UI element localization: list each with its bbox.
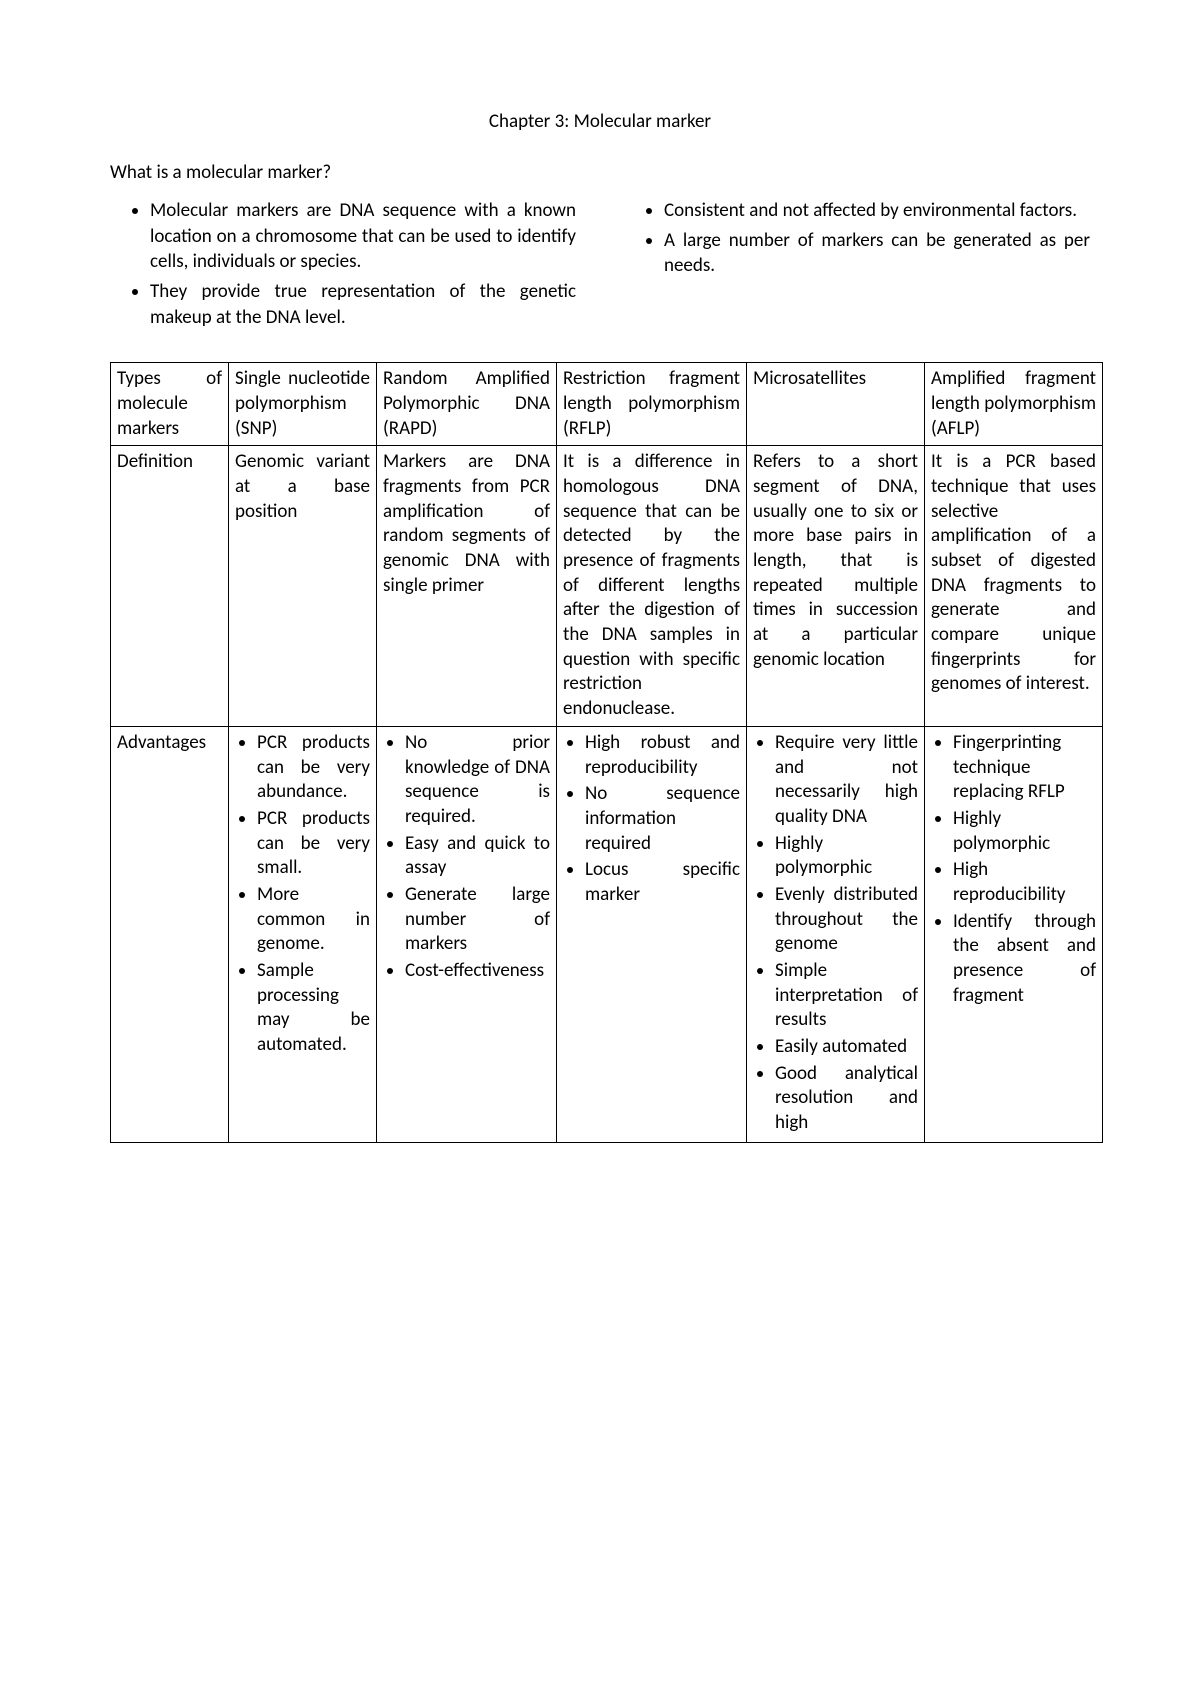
advantage-item: High reproducibility — [953, 858, 1096, 907]
marker-type-cell: Random Amplified Polymorphic DNA (RAPD) — [377, 363, 557, 446]
advantages-cell: High robust and reproducibilityNo sequen… — [557, 726, 747, 1142]
page-title: Chapter 3: Molecular marker — [110, 110, 1090, 133]
row-header-advantages: Advantages — [111, 726, 229, 1142]
advantage-item: Cost-effectiveness — [405, 959, 550, 984]
advantage-item: Identify through the absent and presence… — [953, 910, 1096, 1009]
row-header-types: Types of molecule markers — [111, 363, 229, 446]
advantage-item: More common in genome. — [257, 883, 370, 957]
intro-bullet: They provide true representation of the … — [150, 279, 576, 330]
intro-bullet: Consistent and not affected by environme… — [664, 198, 1090, 224]
advantage-item: Easily automated — [775, 1035, 918, 1060]
advantage-item: PCR products can be very abundance. — [257, 731, 370, 805]
marker-type-cell: Amplified fragment length polymorphism (… — [925, 363, 1103, 446]
advantage-item: PCR products can be very small. — [257, 807, 370, 881]
document-page: Chapter 3: Molecular marker What is a mo… — [0, 0, 1200, 1203]
advantage-item: Highly polymorphic — [775, 832, 918, 881]
intro-left-list: Molecular markers are DNA sequence with … — [110, 198, 576, 330]
advantage-item: High robust and reproducibility — [585, 731, 740, 780]
intro-right-list: Consistent and not affected by environme… — [624, 198, 1090, 279]
advantage-item: Good analytical resolution and high — [775, 1062, 918, 1136]
row-header-definition: Definition — [111, 446, 229, 727]
advantages-cell: No prior knowledge of DNA sequence is re… — [377, 726, 557, 1142]
advantage-item: No prior knowledge of DNA sequence is re… — [405, 731, 550, 830]
intro-columns: Molecular markers are DNA sequence with … — [110, 198, 1090, 334]
advantage-item: Highly polymorphic — [953, 807, 1096, 856]
intro-bullet: A large number of markers can be generat… — [664, 228, 1090, 279]
advantage-item: Require very little and not necessarily … — [775, 731, 918, 830]
advantage-item: Sample processing may be automated. — [257, 959, 370, 1058]
intro-right-column: Consistent and not affected by environme… — [624, 198, 1090, 334]
intro-left-column: Molecular markers are DNA sequence with … — [110, 198, 576, 334]
definition-cell: Refers to a short segment of DNA, usuall… — [747, 446, 925, 727]
advantages-list: PCR products can be very abundance.PCR p… — [235, 731, 370, 1058]
definition-cell: Markers are DNA fragments from PCR ampli… — [377, 446, 557, 727]
advantages-list: Require very little and not necessarily … — [753, 731, 918, 1136]
advantage-item: Generate large number of markers — [405, 883, 550, 957]
definition-cell: It is a difference in homologous DNA seq… — [557, 446, 747, 727]
marker-type-cell: Restriction fragment length polymorphism… — [557, 363, 747, 446]
section-heading: What is a molecular marker? — [110, 161, 1090, 184]
advantages-list: Fingerprinting technique replacing RFLPH… — [931, 731, 1096, 1009]
marker-type-cell: Single nucleotide polymorphism (SNP) — [229, 363, 377, 446]
advantage-item: No sequence information required — [585, 782, 740, 856]
advantage-item: Locus specific marker — [585, 858, 740, 907]
marker-comparison-table: Types of molecule markersSingle nucleoti… — [110, 362, 1103, 1143]
advantages-cell: PCR products can be very abundance.PCR p… — [229, 726, 377, 1142]
advantages-list: High robust and reproducibilityNo sequen… — [563, 731, 740, 908]
definition-cell: It is a PCR based technique that uses se… — [925, 446, 1103, 727]
definition-cell: Genomic variant at a base position — [229, 446, 377, 727]
advantages-cell: Fingerprinting technique replacing RFLPH… — [925, 726, 1103, 1142]
advantages-list: No prior knowledge of DNA sequence is re… — [383, 731, 550, 984]
marker-type-cell: Microsatellites — [747, 363, 925, 446]
advantage-item: Easy and quick to assay — [405, 832, 550, 881]
advantage-item: Fingerprinting technique replacing RFLP — [953, 731, 1096, 805]
advantage-item: Evenly distributed throughout the genome — [775, 883, 918, 957]
intro-bullet: Molecular markers are DNA sequence with … — [150, 198, 576, 275]
advantages-cell: Require very little and not necessarily … — [747, 726, 925, 1142]
advantage-item: Simple interpretation of results — [775, 959, 918, 1033]
